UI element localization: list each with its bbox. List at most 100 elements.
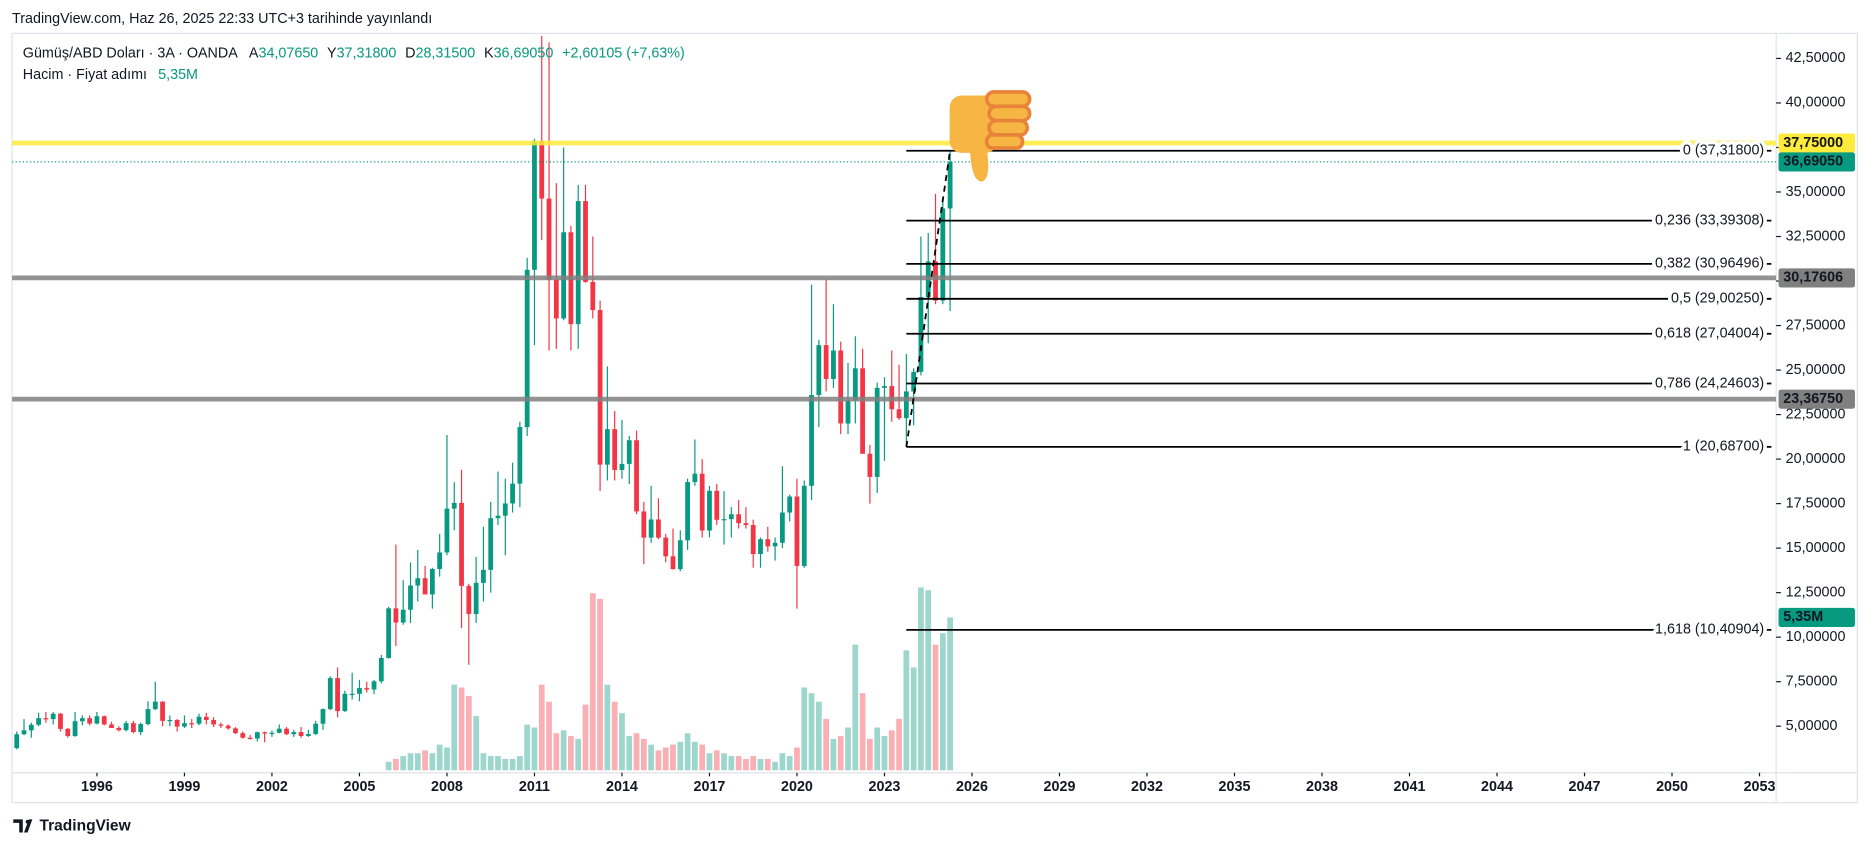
volume-bar (400, 756, 407, 771)
volume-bar (502, 758, 509, 771)
candle-body (772, 542, 778, 547)
volume-bar (910, 667, 917, 771)
volume-bar (692, 741, 698, 771)
volume-bar (713, 750, 720, 771)
volume-bar (684, 733, 691, 771)
candle-body (728, 514, 734, 520)
volume-bar (575, 738, 582, 771)
candle-body (823, 345, 829, 379)
candle-body (196, 716, 202, 724)
y-tick-label: 40,00000 (1786, 95, 1846, 111)
volume-bar (465, 696, 472, 771)
candle-body (466, 585, 472, 615)
candle-body (269, 732, 275, 734)
candle-body (838, 350, 844, 424)
candle-body (87, 718, 93, 724)
candle-body (342, 693, 348, 712)
emoji-thumb (969, 148, 989, 182)
candle-body (327, 678, 333, 710)
candle-body (590, 281, 596, 311)
candle-body (721, 519, 727, 521)
volume-bar (414, 753, 421, 771)
x-tick-label: 2002 (256, 779, 288, 795)
candle-body (517, 427, 523, 484)
candle-body (947, 161, 953, 209)
candle-body (189, 723, 195, 725)
volume-bar (939, 633, 946, 771)
candle-body (765, 539, 771, 547)
x-tick-label: 2050 (1656, 779, 1688, 795)
volume-bar (735, 756, 742, 771)
candle-body (750, 524, 756, 555)
candle-body (14, 734, 20, 749)
candle-body (758, 539, 763, 555)
x-tick-label: 2020 (781, 779, 813, 795)
candle-body (575, 201, 581, 325)
candle-body (612, 429, 618, 470)
candle-body (648, 519, 654, 538)
candle-body (940, 208, 946, 301)
volume-bar (546, 701, 552, 771)
volume-bar (553, 733, 560, 771)
candle-body (371, 681, 377, 690)
x-tick-label: 1996 (81, 779, 113, 795)
emoji-finger (984, 133, 1025, 150)
candle-body (634, 440, 639, 512)
candle-body (707, 490, 712, 531)
volume-bar (604, 684, 611, 771)
volume-bar (757, 758, 764, 771)
x-tick-label: 2032 (1131, 779, 1163, 795)
candle-body (816, 345, 822, 395)
candle-body (583, 201, 588, 282)
fib-level-label: 0,382 (30,96496) (1655, 256, 1764, 272)
volume-bar (874, 727, 881, 771)
volume-bar (480, 753, 487, 771)
volume-bar (896, 718, 902, 771)
ohlc-value: 36,69050 (494, 46, 554, 62)
candle-body (240, 733, 246, 738)
candle-body (400, 609, 406, 623)
candle-body (21, 730, 27, 735)
thumbs-down-emoji (949, 90, 1032, 182)
volume-bar (947, 617, 953, 771)
logo-dot (25, 819, 30, 824)
volume-bar (633, 733, 640, 771)
x-tick-label: 2038 (1306, 779, 1338, 795)
candle-body (510, 483, 515, 504)
volume-legend-label: Hacim · Fiyat adımı (23, 67, 147, 83)
candle-body (787, 496, 793, 513)
fib-level-label: 0,5 (29,00250) (1671, 291, 1764, 307)
volume-bar (560, 730, 567, 771)
candle-body (65, 728, 71, 736)
volume-bar (611, 701, 618, 771)
volume-bar (407, 753, 414, 771)
price-tag-label: 37,75000 (1783, 135, 1843, 151)
x-tick-label: 2029 (1044, 779, 1076, 795)
candle-body (604, 429, 610, 465)
ohlc-label: Y (327, 46, 337, 62)
ohlc-label: K (484, 46, 494, 62)
chart-frame (11, 32, 1858, 804)
candle-body (211, 719, 216, 725)
fib-level-label: 0,618 (27,04004) (1655, 326, 1764, 342)
y-tick-label: 7,50000 (1786, 673, 1838, 689)
volume-bar (582, 704, 589, 771)
volume-bar (728, 756, 735, 771)
candle-body (145, 709, 151, 725)
fib-level-label: 0,786 (24,24603) (1655, 375, 1764, 391)
candle-body (28, 724, 34, 731)
candle-body (101, 716, 107, 725)
candle-body (218, 724, 224, 726)
candle-body (72, 721, 78, 736)
candle-body (831, 350, 836, 379)
volume-bar (837, 736, 844, 771)
fib-level-label: 0 (37,31800) (1683, 143, 1764, 159)
volume-bar (808, 693, 815, 771)
volume-bar (568, 736, 574, 771)
candle-body (896, 409, 902, 419)
volume-bar (524, 724, 531, 771)
candle-body (867, 453, 873, 477)
candle-body (138, 724, 144, 733)
volume-bar (699, 744, 706, 771)
